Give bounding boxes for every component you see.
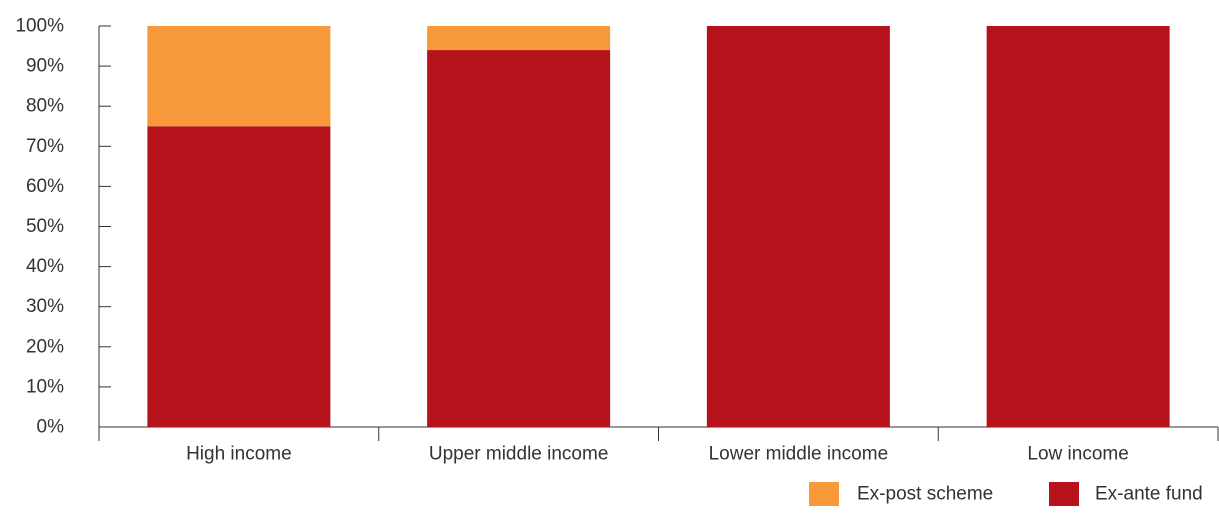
y-tick-label: 90% [26,56,64,77]
bar-segment [147,126,331,427]
y-tick-label: 50% [26,216,64,237]
y-tick-label: 70% [26,136,64,157]
x-axis: High income Upper middle income Lower midd… [98,426,1219,465]
legend: Ex-post scheme Ex-ante fund [809,482,1203,506]
y-tick-label: 100% [15,16,64,37]
bars [147,26,1170,428]
x-category-label: Lower middle income [709,444,889,465]
y-tick-label: 0% [37,417,65,438]
y-tick-label: 40% [26,256,64,277]
bar-segment [706,26,890,427]
bar-segment [986,26,1170,427]
y-tick-label: 10% [26,376,64,397]
legend-label: Ex-post scheme [857,484,993,505]
bar-segment [147,26,331,127]
bar-segment [427,50,611,428]
x-category-label: High income [186,444,292,465]
y-tick-label: 60% [26,176,64,197]
y-tick-label: 80% [26,96,64,117]
x-category-label: Low income [1027,444,1128,465]
y-tick-label: 30% [26,296,64,317]
bar-segment [427,26,611,51]
legend-swatch [1049,482,1079,506]
y-axis: 0% 10% 20% 30% 40% 50% 60% 70% 80% 90% 100% [15,16,111,438]
x-category-label: Upper middle income [429,444,609,465]
legend-swatch [809,482,839,506]
y-tick-label: 20% [26,336,64,357]
legend-label: Ex-ante fund [1095,484,1203,505]
